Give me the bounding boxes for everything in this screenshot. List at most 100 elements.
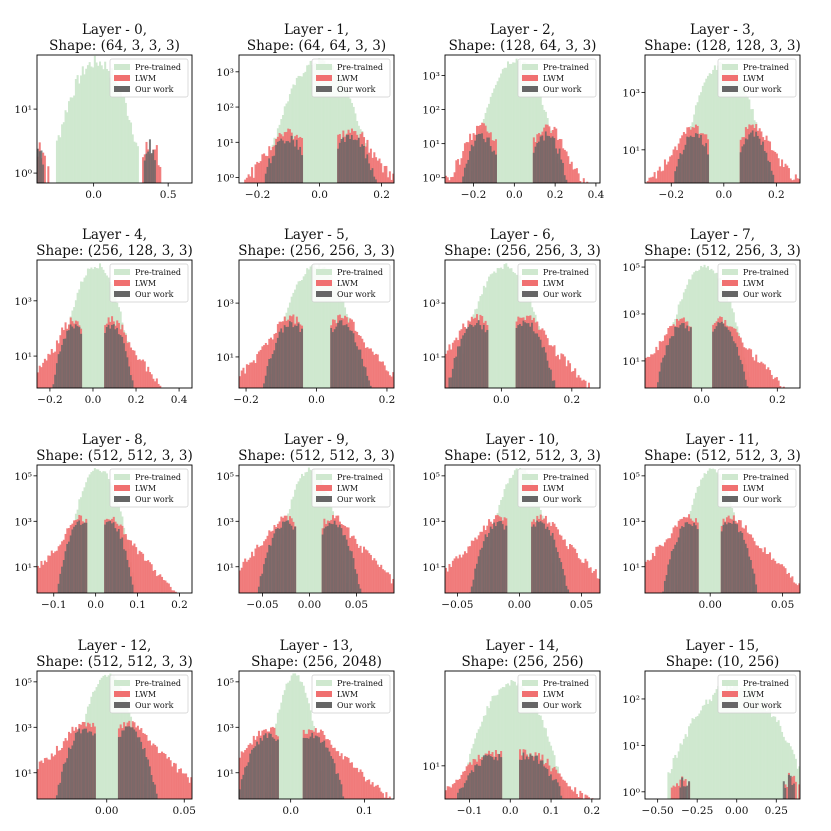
bar-lwm xyxy=(376,784,379,799)
bar-ourwork xyxy=(130,375,133,388)
axes-frame xyxy=(644,670,801,800)
bar-lwm xyxy=(349,762,352,799)
legend-label: Our work xyxy=(543,290,582,299)
bar-ourwork xyxy=(467,326,470,388)
bar-lwm xyxy=(579,181,582,183)
bar-ourwork xyxy=(276,337,279,388)
bar-ourwork xyxy=(689,327,692,388)
bar-pretrained xyxy=(672,757,675,799)
bar-ourwork xyxy=(722,323,725,388)
bar-pretrained xyxy=(734,682,737,799)
bar-pretrained xyxy=(691,718,694,799)
legend-swatch-lwm xyxy=(522,75,538,81)
bar-pretrained xyxy=(503,264,506,388)
legend-swatch-ourwork xyxy=(316,702,332,708)
bar-lwm xyxy=(648,560,651,593)
bar-lwm xyxy=(674,146,677,183)
bar-lwm xyxy=(376,564,379,593)
bar-pretrained xyxy=(133,141,136,183)
bar-pretrained xyxy=(314,63,317,183)
bar-ourwork xyxy=(288,523,291,593)
bar-ourwork xyxy=(297,149,300,183)
bar-pretrained xyxy=(705,699,708,799)
bar-lwm xyxy=(451,176,454,183)
bar-lwm xyxy=(152,378,155,388)
bar-ourwork xyxy=(765,152,768,183)
bar-ourwork xyxy=(85,728,88,799)
bar-ourwork xyxy=(691,526,694,593)
bar-pretrained xyxy=(787,742,790,799)
bar-ourwork xyxy=(369,385,372,388)
bar-ourwork xyxy=(323,528,326,593)
y-tick-label: 10³ xyxy=(14,722,32,734)
bar-lwm xyxy=(239,376,242,388)
bar-ourwork xyxy=(285,326,288,388)
bar-lwm xyxy=(777,563,780,593)
bar-lwm xyxy=(660,171,663,183)
bar-ourwork xyxy=(64,338,67,388)
bar-lwm xyxy=(586,795,589,799)
bar-lwm xyxy=(390,583,393,593)
bar-pretrained xyxy=(694,716,697,799)
bar-lwm xyxy=(55,550,58,593)
bar-pretrained xyxy=(525,690,528,799)
bar-pretrained xyxy=(708,73,711,183)
bar-ourwork xyxy=(556,551,559,593)
y-tick-label: 10¹ xyxy=(422,562,440,574)
legend-label: Pre-trained xyxy=(135,268,181,277)
bar-lwm xyxy=(662,170,665,183)
y-tick-label: 10³ xyxy=(422,71,440,83)
bar-ourwork xyxy=(287,520,290,593)
bar-lwm xyxy=(665,164,668,183)
bar-lwm xyxy=(772,558,775,593)
bar-pretrained xyxy=(86,268,89,388)
y-tick-label: 10³ xyxy=(216,516,234,528)
bar-lwm xyxy=(356,543,359,593)
bar-lwm xyxy=(383,570,386,593)
y-tick-label: 10¹ xyxy=(422,761,440,773)
bar-ourwork xyxy=(789,775,792,799)
bar-pretrained xyxy=(710,74,713,183)
bar-pretrained xyxy=(95,687,98,799)
subplot-title-line2: Shape: (256, 256, 3, 3) xyxy=(238,243,394,259)
legend-label: Pre-trained xyxy=(135,679,181,688)
bar-pretrained xyxy=(789,746,792,799)
bar-ourwork xyxy=(148,139,151,183)
bar-ourwork xyxy=(725,327,728,388)
bar-ourwork xyxy=(663,355,666,388)
bar-lwm xyxy=(677,785,680,799)
bar-lwm xyxy=(169,760,172,799)
bar-ourwork xyxy=(698,137,701,183)
legend-label: Our work xyxy=(743,290,782,299)
bar-pretrained xyxy=(515,468,518,593)
bar-pretrained xyxy=(128,120,131,183)
bar-ourwork xyxy=(477,133,480,183)
bar-ourwork xyxy=(294,325,297,388)
bar-pretrained xyxy=(517,60,520,183)
bar-pretrained xyxy=(302,73,305,183)
bar-pretrained xyxy=(777,720,780,799)
bar-lwm xyxy=(388,375,391,388)
bar-ourwork xyxy=(484,142,487,183)
bar-ourwork xyxy=(741,364,744,388)
bar-pretrained xyxy=(85,275,88,388)
subplot-title-line2: Shape: (512, 256, 3, 3) xyxy=(644,243,800,259)
bar-ourwork xyxy=(782,781,785,799)
bar-ourwork xyxy=(357,349,360,388)
bar-pretrained xyxy=(682,738,685,799)
bar-ourwork xyxy=(472,146,475,183)
bar-lwm xyxy=(380,564,383,593)
bar-ourwork xyxy=(750,560,753,593)
bar-ourwork xyxy=(263,564,266,593)
bar-ourwork xyxy=(301,328,304,388)
bar-ourwork xyxy=(488,137,491,183)
bar-pretrained xyxy=(302,475,305,593)
bar-pretrained xyxy=(123,96,126,183)
bar-ourwork xyxy=(93,733,96,799)
bar-pretrained xyxy=(524,62,527,183)
bar-ourwork xyxy=(121,336,124,388)
bar-lwm xyxy=(455,160,458,183)
bar-pretrained xyxy=(136,146,139,183)
bar-ourwork xyxy=(739,152,742,183)
